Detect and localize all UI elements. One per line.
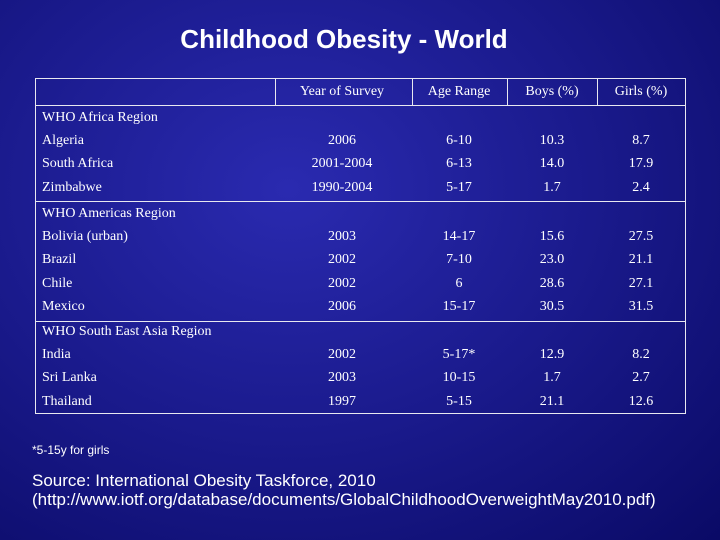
cell: 27.1 bbox=[628, 275, 654, 291]
cell: 1.7 bbox=[543, 179, 561, 195]
cell: 6-13 bbox=[446, 156, 472, 172]
col-rule bbox=[507, 78, 508, 105]
table-border bbox=[35, 78, 686, 79]
country: India bbox=[42, 347, 71, 363]
cell: 15-17 bbox=[442, 298, 476, 314]
cell: 7-10 bbox=[446, 252, 472, 268]
cell: 10-15 bbox=[442, 370, 476, 386]
country: Chile bbox=[42, 275, 73, 291]
cell: 2002 bbox=[328, 275, 356, 291]
column-header: Boys (%) bbox=[525, 84, 579, 99]
cell: 23.0 bbox=[539, 252, 565, 268]
group-rule bbox=[35, 321, 686, 322]
cell: 5-15 bbox=[446, 393, 472, 409]
cell: 1990-2004 bbox=[311, 179, 373, 195]
region-label: WHO South East Asia Region bbox=[42, 324, 212, 339]
country: Zimbabwe bbox=[42, 179, 102, 195]
col-rule bbox=[412, 78, 413, 105]
col-rule bbox=[597, 78, 598, 105]
column-header: Age Range bbox=[427, 84, 491, 99]
cell: 1997 bbox=[328, 393, 356, 409]
cell: 2003 bbox=[328, 229, 356, 245]
cell: 2002 bbox=[328, 252, 356, 268]
country: Bolivia (urban) bbox=[42, 229, 128, 245]
cell: 2002 bbox=[328, 347, 356, 363]
title: Childhood Obesity - World bbox=[180, 24, 508, 54]
country: Mexico bbox=[42, 298, 85, 314]
cell: 8.2 bbox=[632, 347, 650, 363]
country: South Africa bbox=[42, 156, 114, 172]
cell: 10.3 bbox=[539, 133, 565, 149]
cell: 21.1 bbox=[628, 252, 654, 268]
table-border bbox=[685, 78, 686, 414]
cell: 8.7 bbox=[632, 133, 650, 149]
footnote: *5-15y for girls bbox=[32, 443, 110, 457]
cell: 5-17 bbox=[446, 179, 472, 195]
source: Source: International Obesity Taskforce,… bbox=[32, 471, 376, 490]
cell: 6-10 bbox=[446, 133, 472, 149]
cell: 2001-2004 bbox=[311, 156, 373, 172]
column-header: Girls (%) bbox=[614, 84, 668, 99]
cell: 28.6 bbox=[539, 275, 565, 291]
cell: 5-17* bbox=[442, 347, 476, 363]
country: Thailand bbox=[42, 393, 92, 409]
cell: 21.1 bbox=[539, 393, 565, 409]
source-url: (http://www.iotf.org/database/documents/… bbox=[32, 490, 656, 509]
group-rule bbox=[35, 201, 686, 202]
cell: 14.0 bbox=[539, 156, 565, 172]
cell: 12.9 bbox=[539, 347, 565, 363]
cell: 30.5 bbox=[539, 298, 565, 314]
cell: 2003 bbox=[328, 370, 356, 386]
cell: 2.7 bbox=[632, 370, 650, 386]
cell: 2006 bbox=[328, 298, 356, 314]
column-header: Year of Survey bbox=[299, 84, 385, 99]
country: Sri Lanka bbox=[42, 370, 97, 386]
region-label: WHO Americas Region bbox=[42, 206, 176, 221]
cell: 14-17 bbox=[442, 229, 476, 245]
table-border bbox=[35, 78, 36, 414]
cell: 17.9 bbox=[628, 156, 654, 172]
cell: 27.5 bbox=[628, 229, 654, 245]
header-rule bbox=[35, 105, 686, 106]
cell: 2006 bbox=[328, 133, 356, 149]
col-rule bbox=[275, 78, 276, 105]
table-border bbox=[35, 413, 686, 414]
cell: 1.7 bbox=[543, 370, 561, 386]
country: Brazil bbox=[42, 252, 77, 268]
cell: 2.4 bbox=[632, 179, 650, 195]
region-label: WHO Africa Region bbox=[42, 110, 158, 125]
cell: 31.5 bbox=[628, 298, 654, 314]
cell: 6 bbox=[455, 275, 463, 291]
country: Algeria bbox=[42, 133, 84, 149]
cell: 15.6 bbox=[539, 229, 565, 245]
cell: 12.6 bbox=[628, 393, 654, 409]
